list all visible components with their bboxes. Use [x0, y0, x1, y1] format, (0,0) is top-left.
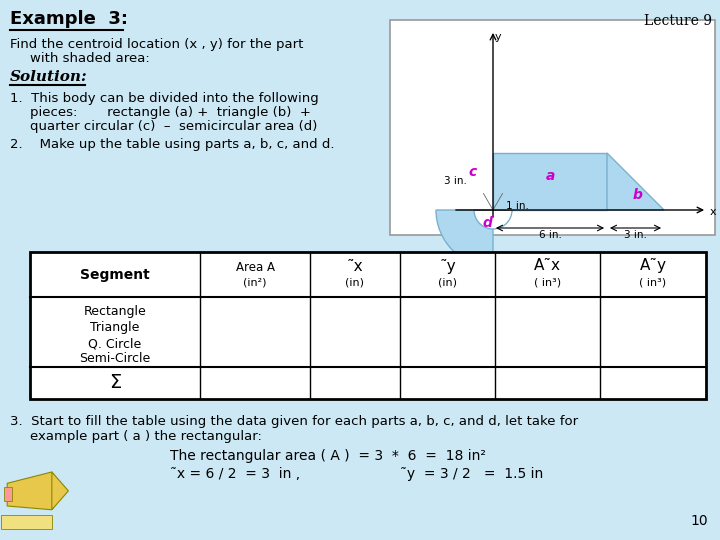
Bar — [4, 487, 12, 501]
Text: 6 in.: 6 in. — [539, 230, 562, 240]
Text: pieces:       rectangle (a) +  triangle (b)  +: pieces: rectangle (a) + triangle (b) + — [30, 106, 311, 119]
Text: x: x — [710, 207, 716, 217]
Text: Area A: Area A — [235, 261, 274, 274]
Text: Σ: Σ — [109, 374, 121, 393]
Text: example part ( a ) the rectangular:: example part ( a ) the rectangular: — [30, 430, 262, 443]
Polygon shape — [607, 153, 664, 210]
Text: A˜y: A˜y — [639, 258, 667, 273]
Text: Solution:: Solution: — [10, 70, 88, 84]
Text: Rectangle: Rectangle — [84, 306, 146, 319]
Wedge shape — [436, 210, 493, 267]
Text: ˜y: ˜y — [439, 259, 456, 274]
Text: ˜x = 6 / 2  = 3  in ,: ˜x = 6 / 2 = 3 in , — [170, 467, 300, 481]
Text: (in): (in) — [438, 278, 457, 287]
Text: Find the centroid location (x , y) for the part: Find the centroid location (x , y) for t… — [10, 38, 303, 51]
Text: Example  3:: Example 3: — [10, 10, 128, 28]
Text: Lecture 9: Lecture 9 — [644, 14, 712, 28]
Text: 3 in.: 3 in. — [624, 230, 647, 240]
Text: Semi-Circle: Semi-Circle — [79, 353, 150, 366]
Text: d: d — [482, 217, 492, 230]
Bar — [1, 515, 52, 529]
Bar — [390, 20, 715, 235]
Text: 3 in.: 3 in. — [444, 177, 467, 186]
Text: 1 in.: 1 in. — [506, 201, 529, 211]
Text: c: c — [468, 165, 477, 179]
Text: Q. Circle: Q. Circle — [89, 338, 142, 350]
Text: Triangle: Triangle — [90, 321, 140, 334]
Text: Segment: Segment — [80, 267, 150, 281]
Text: (in): (in) — [346, 278, 364, 287]
Text: a: a — [545, 169, 554, 183]
Text: A˜x: A˜x — [534, 258, 561, 273]
Text: 10: 10 — [690, 514, 708, 528]
Polygon shape — [52, 472, 68, 510]
Text: 2.    Make up the table using parts a, b, c, and d.: 2. Make up the table using parts a, b, c… — [10, 138, 335, 151]
Text: ˜x: ˜x — [347, 259, 364, 274]
Text: 3.  Start to fill the table using the data given for each parts a, b, c, and d, : 3. Start to fill the table using the dat… — [10, 415, 578, 428]
Wedge shape — [474, 210, 512, 229]
Text: quarter circular (c)  –  semicircular area (d): quarter circular (c) – semicircular area… — [30, 120, 318, 133]
Text: ˜y  = 3 / 2   =  1.5 in: ˜y = 3 / 2 = 1.5 in — [400, 467, 544, 481]
Text: (in²): (in²) — [243, 278, 266, 287]
Text: 1.  This body can be divided into the following: 1. This body can be divided into the fol… — [10, 92, 319, 105]
Bar — [493, 153, 607, 210]
Text: ( in³): ( in³) — [639, 278, 667, 287]
Bar — [30, 252, 706, 399]
Text: ( in³): ( in³) — [534, 278, 561, 287]
Polygon shape — [7, 472, 65, 510]
Text: b: b — [633, 188, 642, 202]
Text: The rectangular area ( A )  = 3  *  6  =  18 in²: The rectangular area ( A ) = 3 * 6 = 18 … — [170, 449, 486, 463]
Text: y: y — [495, 32, 502, 42]
Text: with shaded area:: with shaded area: — [30, 52, 150, 65]
